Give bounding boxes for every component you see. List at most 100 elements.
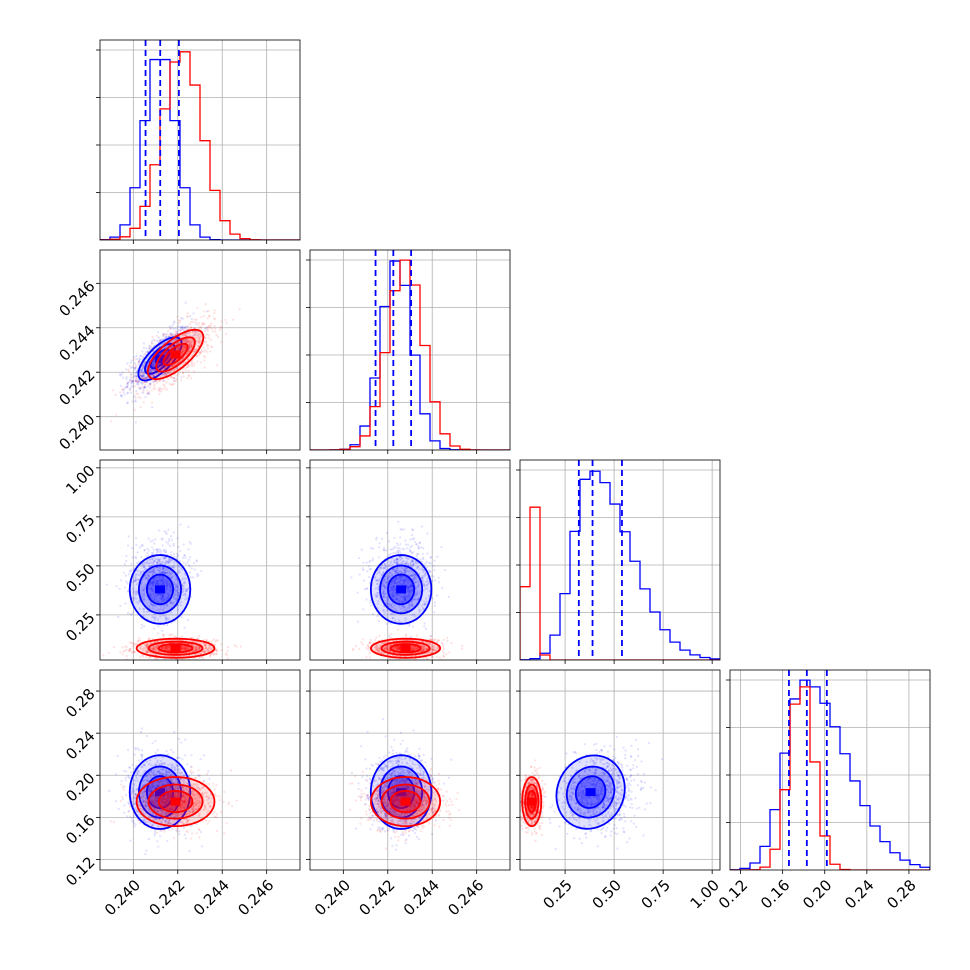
scatter-point — [140, 544, 143, 547]
scatter-point — [166, 603, 169, 607]
scatter-point — [137, 640, 140, 643]
scatter-point — [211, 345, 214, 349]
scatter-point — [149, 660, 151, 662]
scatter-point — [141, 374, 144, 377]
scatter-point — [423, 600, 426, 603]
scatter-point — [391, 563, 394, 566]
scatter-point — [207, 333, 211, 336]
scatter-point — [416, 585, 420, 588]
scatter-point — [398, 547, 401, 550]
scatter-point — [384, 567, 387, 570]
scatter-point — [376, 591, 379, 595]
scatter-point — [148, 345, 151, 348]
scatter-point — [394, 646, 397, 649]
scatter-point — [436, 647, 439, 650]
scatter-point — [144, 576, 148, 579]
scatter-point — [409, 550, 412, 553]
scatter-point — [407, 543, 410, 546]
scatter-point — [406, 588, 409, 591]
scatter-point — [135, 358, 138, 361]
scatter-point — [142, 401, 145, 404]
scatter-point — [168, 544, 172, 548]
scatter-point — [186, 647, 189, 650]
scatter-point — [126, 392, 129, 395]
scatter-point — [410, 582, 413, 585]
scatter-point — [429, 570, 432, 573]
scatter-point — [167, 648, 170, 652]
scatter-point — [145, 650, 148, 653]
scatter-point — [382, 567, 385, 570]
scatter-point — [398, 605, 401, 608]
scatter-point — [189, 315, 192, 318]
scatter-point — [235, 645, 238, 648]
contour-line — [137, 564, 183, 615]
scatter-point — [395, 557, 399, 561]
scatter-point — [164, 572, 167, 575]
scatter-point — [130, 562, 133, 566]
panel-1-0 — [96, 250, 300, 454]
scatter-point — [378, 570, 381, 574]
scatter-point — [161, 614, 165, 617]
scatter-point — [164, 562, 167, 566]
scatter-point — [383, 579, 386, 583]
scatter-point — [213, 325, 216, 328]
scatter-point — [394, 608, 397, 611]
scatter-point — [167, 333, 170, 336]
scatter-point — [400, 607, 403, 610]
scatter-point — [416, 584, 419, 588]
scatter-point — [152, 579, 155, 582]
scatter-point — [390, 560, 393, 563]
scatter-point — [173, 591, 176, 594]
scatter-point — [209, 653, 212, 656]
scatter-point — [184, 648, 188, 651]
scatter-point — [175, 594, 178, 597]
scatter-point — [153, 570, 156, 573]
scatter-point — [182, 347, 186, 351]
scatter-point — [167, 617, 170, 620]
scatter-point — [153, 379, 157, 382]
scatter-point — [164, 646, 168, 649]
scatter-point — [143, 585, 146, 588]
scatter-point — [193, 332, 196, 336]
scatter-point — [212, 653, 215, 656]
scatter-point — [187, 369, 190, 372]
scatter-point — [161, 333, 165, 336]
scatter-point — [186, 648, 189, 651]
scatter-point — [179, 330, 182, 333]
scatter-point — [188, 349, 192, 352]
scatter-point — [182, 339, 185, 342]
scatter-point — [404, 617, 407, 620]
scatter-point — [132, 385, 135, 388]
scatter-point — [151, 649, 155, 652]
histogram-step — [100, 58, 300, 240]
scatter-point — [395, 576, 398, 579]
scatter-point — [144, 352, 147, 355]
scatter-panel-1-0 — [110, 301, 241, 424]
scatter-point — [164, 556, 167, 559]
scatter-point — [134, 575, 137, 578]
scatter-point — [152, 647, 155, 651]
scatter-point — [162, 581, 165, 584]
scatter-point — [152, 571, 155, 574]
scatter-point — [156, 640, 160, 643]
scatter-point — [172, 364, 175, 367]
scatter-point — [146, 392, 149, 395]
scatter-point — [141, 595, 144, 598]
scatter-point — [172, 327, 175, 331]
scatter-point — [174, 333, 177, 336]
scatter-point — [173, 635, 176, 638]
scatter-point — [151, 562, 155, 565]
scatter-point — [132, 567, 135, 570]
scatter-point — [157, 582, 160, 585]
scatter-point — [403, 597, 406, 600]
scatter-point — [152, 364, 155, 367]
scatter-point — [134, 399, 137, 402]
scatter-point — [181, 645, 184, 648]
scatter-point — [141, 367, 145, 370]
scatter-point — [429, 634, 432, 638]
scatter-point — [388, 586, 391, 589]
scatter-point — [176, 588, 179, 592]
scatter-point — [137, 362, 140, 365]
scatter-point — [198, 335, 201, 338]
scatter-point — [415, 552, 419, 556]
